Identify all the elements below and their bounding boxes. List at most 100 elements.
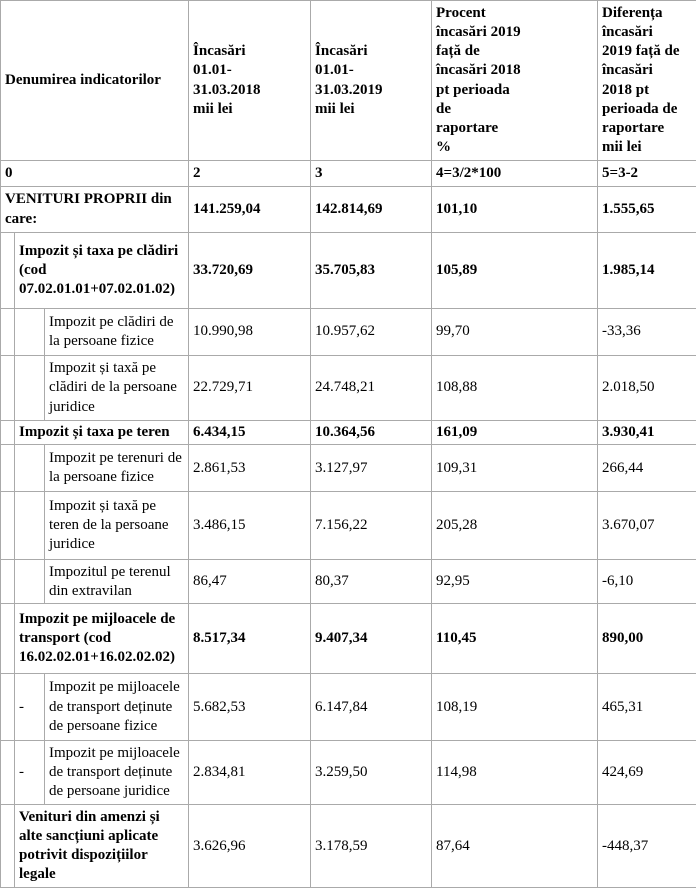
value-2018: 86,47 [189,560,311,604]
header-indicators: Denumirea indicatorilor [1,1,189,161]
value-2018: 10.990,98 [189,309,311,356]
indicator-label: Impozit pe clădiri de la persoane fizice [45,309,189,356]
indent-cell [1,233,15,309]
indicator-label: Impozit pe mijloacele de transport dețin… [45,741,189,805]
value-percent: 109,31 [432,445,598,492]
indent-cell [1,356,15,421]
value-diff: 1.555,65 [598,187,696,233]
value-2018: 6.434,15 [189,421,311,445]
indicator-label: Impozit și taxa pe clădiri (cod 07.02.01… [15,233,189,309]
table-row: Impozit și taxă pe teren de la persoane … [1,492,696,560]
value-2019: 3.259,50 [311,741,432,805]
numbering-cell: 2 [189,161,311,187]
table-row: Venituri din amenzi și alte sancțiuni ap… [1,805,696,888]
table-row: Impozit pe mijloacele de transport (cod … [1,604,696,674]
indent-cell [1,309,15,356]
value-2018: 5.682,53 [189,674,311,741]
value-diff: 1.985,14 [598,233,696,309]
indicator-label: Impozit pe terenuri de la persoane fizic… [45,445,189,492]
value-percent: 161,09 [432,421,598,445]
value-2019: 3.178,59 [311,805,432,888]
marker-cell: - [15,674,45,741]
value-diff: -448,37 [598,805,696,888]
header-diff: Diferența încasări 2019 față de încasări… [598,1,696,161]
value-2019: 142.814,69 [311,187,432,233]
table-row: Impozit și taxă pe clădiri de la persoan… [1,356,696,421]
value-diff: 3.930,41 [598,421,696,445]
value-2018: 8.517,34 [189,604,311,674]
indent-cell [1,492,15,560]
marker-cell [15,560,45,604]
value-percent: 205,28 [432,492,598,560]
value-percent: 108,19 [432,674,598,741]
indent-cell [1,445,15,492]
value-diff: 890,00 [598,604,696,674]
value-2018: 3.626,96 [189,805,311,888]
value-diff: 424,69 [598,741,696,805]
value-diff: 3.670,07 [598,492,696,560]
value-2019: 10.364,56 [311,421,432,445]
numbering-cell: 0 [1,161,189,187]
value-percent: 110,45 [432,604,598,674]
marker-cell [15,356,45,421]
marker-cell [15,445,45,492]
value-percent: 108,88 [432,356,598,421]
indent-cell [1,674,15,741]
value-2018: 33.720,69 [189,233,311,309]
value-2018: 3.486,15 [189,492,311,560]
value-2019: 35.705,83 [311,233,432,309]
value-2018: 2.834,81 [189,741,311,805]
indicator-label: VENITURI PROPRII din care: [1,187,189,233]
header-2019: Încasări 01.01- 31.03.2019 mii lei [311,1,432,161]
numbering-cell: 4=3/2*100 [432,161,598,187]
value-2019: 9.407,34 [311,604,432,674]
indent-cell [1,421,15,445]
header-percent: Procent încasări 2019 față de încasări 2… [432,1,598,161]
value-diff: 465,31 [598,674,696,741]
indent-cell [1,604,15,674]
value-2018: 2.861,53 [189,445,311,492]
indicator-label: Impozit pe mijloacele de transport (cod … [15,604,189,674]
value-2019: 7.156,22 [311,492,432,560]
value-percent: 92,95 [432,560,598,604]
value-percent: 99,70 [432,309,598,356]
header-2018: Încasări 01.01- 31.03.2018 mii lei [189,1,311,161]
indicator-label: Venituri din amenzi și alte sancțiuni ap… [15,805,189,888]
table-row: -Impozit pe mijloacele de transport deți… [1,741,696,805]
value-diff: -33,36 [598,309,696,356]
value-diff: 2.018,50 [598,356,696,421]
value-diff: 266,44 [598,445,696,492]
indicator-label: Impozit și taxă pe teren de la persoane … [45,492,189,560]
table-row: Impozit pe terenuri de la persoane fizic… [1,445,696,492]
value-percent: 105,89 [432,233,598,309]
value-2019: 24.748,21 [311,356,432,421]
indent-cell [1,805,15,888]
value-2018: 141.259,04 [189,187,311,233]
value-percent: 87,64 [432,805,598,888]
indicator-label: Impozit și taxa pe teren [15,421,189,445]
value-2018: 22.729,71 [189,356,311,421]
indicator-label: Impozit și taxă pe clădiri de la persoan… [45,356,189,421]
indent-cell [1,741,15,805]
table-row: Impozit pe clădiri de la persoane fizice… [1,309,696,356]
numbering-cell: 3 [311,161,432,187]
table-row: Impozit și taxa pe clădiri (cod 07.02.01… [1,233,696,309]
table-row: -Impozit pe mijloacele de transport deți… [1,674,696,741]
numbering-cell: 5=3-2 [598,161,696,187]
value-diff: -6,10 [598,560,696,604]
value-2019: 6.147,84 [311,674,432,741]
marker-cell [15,492,45,560]
value-2019: 3.127,97 [311,445,432,492]
value-percent: 101,10 [432,187,598,233]
indicator-label: Impozitul pe terenul din extravilan [45,560,189,604]
value-percent: 114,98 [432,741,598,805]
indent-cell [1,560,15,604]
